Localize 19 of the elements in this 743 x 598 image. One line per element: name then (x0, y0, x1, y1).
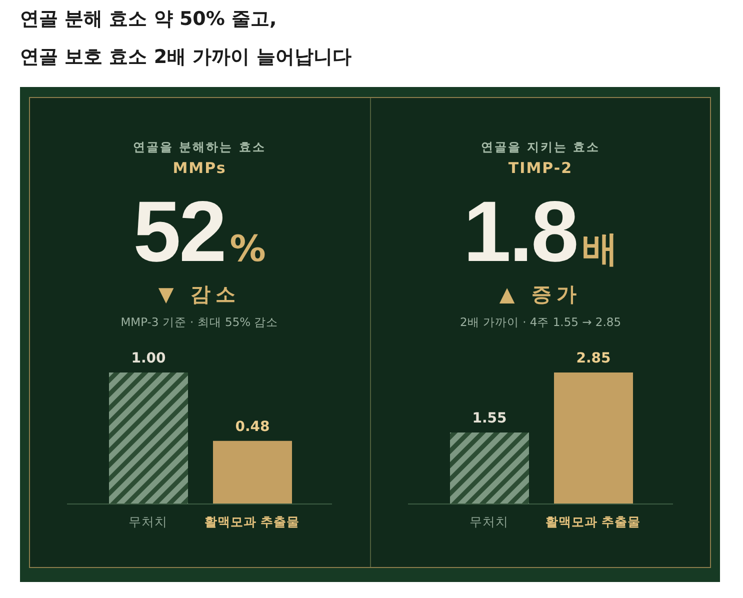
x-tick-label: 무처치 (470, 514, 508, 529)
text: 2배 가까이 · 4주 1.55 → 2.85 (458, 315, 622, 331)
chart-title: 연골 분해 효소 약 50% 줄고, 연골 보호 효소 2배 가까이 늘어납니다 (20, 7, 352, 70)
data-label: 1.00 (131, 350, 166, 366)
data-label: 0.48 (235, 418, 270, 435)
data-label: 1.55 (472, 410, 507, 426)
text: 1.8배 (463, 184, 618, 280)
chart-subtitle: 연골을 분해하는 효소 (132, 139, 267, 156)
x-tick-label: 활맥모과 추출물 (204, 514, 300, 529)
text: ▼ 감소 (157, 281, 242, 308)
text: 52% (133, 184, 266, 280)
chart-subtitle: 연골을 지키는 효소 (480, 139, 602, 156)
text: ▲ 증가 (498, 281, 583, 308)
text: TIMP-2 (507, 159, 574, 179)
text: MMPs (172, 159, 228, 179)
x-tick-label: 활맥모과 추출물 (545, 514, 641, 529)
x-tick-label: 무처치 (128, 514, 168, 529)
text: MMP-3 기준 · 최대 55% 감소 (120, 315, 280, 331)
data-label: 2.85 (576, 350, 611, 366)
